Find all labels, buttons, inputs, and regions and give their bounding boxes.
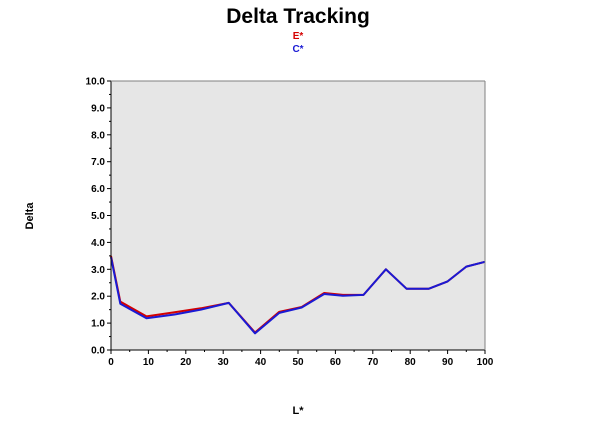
x-tick-label: 90 xyxy=(442,357,454,368)
y-tick-label: 6.0 xyxy=(91,184,105,195)
x-tick-label: 20 xyxy=(180,357,192,368)
x-tick-label: 80 xyxy=(405,357,417,368)
y-tick-label: 1.0 xyxy=(91,319,105,330)
x-tick-label: 30 xyxy=(218,357,230,368)
y-tick-label: 7.0 xyxy=(91,157,105,168)
y-tick-label: 8.0 xyxy=(91,130,105,141)
x-tick-label: 0 xyxy=(108,357,114,368)
y-tick-label: 4.0 xyxy=(91,238,105,249)
legend: E* C* xyxy=(292,31,303,55)
plot-area xyxy=(111,81,485,350)
x-tick-label: 70 xyxy=(367,357,379,368)
series-line-c-star xyxy=(110,257,486,335)
chart-title: Delta Tracking xyxy=(226,5,370,28)
y-tick-label: 0.0 xyxy=(91,346,105,357)
y-axis-label: Delta xyxy=(24,202,36,230)
x-tick-label: 40 xyxy=(255,357,267,368)
y-tick-label: 5.0 xyxy=(91,211,105,222)
y-tick-label: 3.0 xyxy=(91,265,105,276)
series-layer xyxy=(110,255,486,335)
y-tick-label: 9.0 xyxy=(91,103,105,114)
legend-entry-c-star: C* xyxy=(292,44,303,55)
x-tick-label: 60 xyxy=(330,357,342,368)
y-tick-label: 10.0 xyxy=(86,77,106,88)
y-axis-ticks: 0.0 1.0 2.0 3.0 4.0 5.0 6.0 7.0 8.0 9.0 10.0 xyxy=(86,77,111,357)
x-tick-label: 50 xyxy=(292,357,304,368)
legend-entry-e-star: E* xyxy=(293,31,304,42)
x-tick-label: 100 xyxy=(477,357,494,368)
x-tick-label: 10 xyxy=(143,357,155,368)
x-axis-ticks: 0 10 20 30 40 50 60 70 80 90 100 xyxy=(108,350,494,368)
y-tick-label: 2.0 xyxy=(91,292,105,303)
x-axis-label: L* xyxy=(293,405,305,417)
